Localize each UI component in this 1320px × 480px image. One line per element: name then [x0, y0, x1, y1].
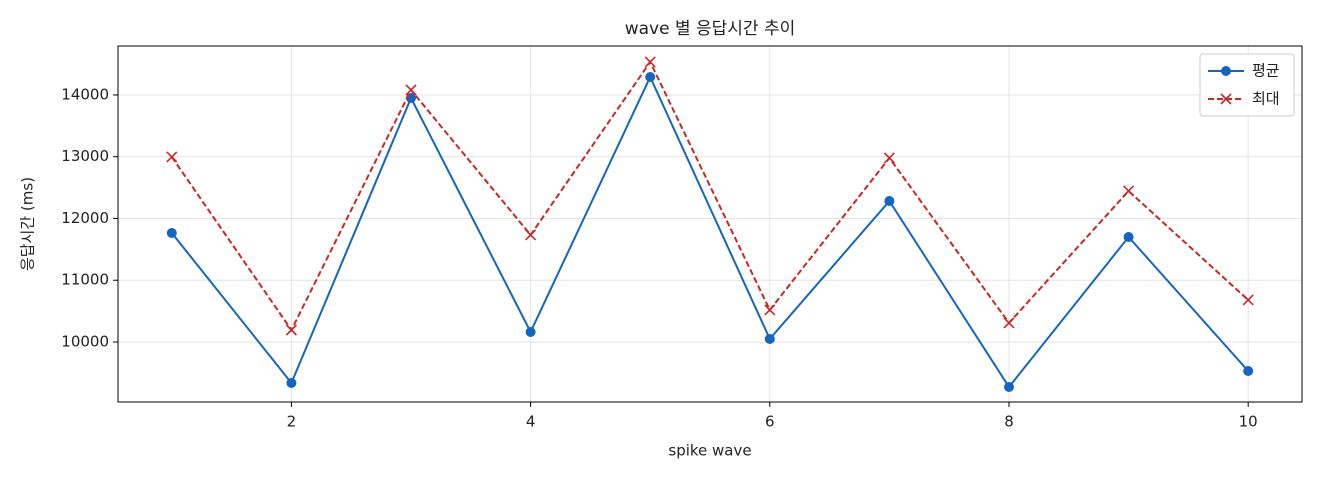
- data-point: [884, 195, 895, 206]
- legend-marker: [1220, 93, 1232, 105]
- series-line: [171, 74, 1249, 389]
- data-point: [1123, 185, 1135, 197]
- data-point: [1123, 231, 1134, 242]
- legend-box: [1199, 53, 1295, 117]
- x-tick-label: 6: [765, 413, 775, 431]
- data-point: [525, 326, 536, 337]
- data-point: [645, 71, 656, 82]
- marker-x: [525, 229, 537, 241]
- marker-x: [883, 152, 895, 164]
- x-tick-label: 10: [1239, 413, 1258, 431]
- marker-x: [764, 304, 776, 316]
- y-tick-label: 10000: [61, 332, 109, 350]
- x-tick-label: 8: [1004, 413, 1014, 431]
- marker-x: [644, 56, 656, 68]
- data-point: [1003, 381, 1014, 392]
- data-point: [764, 333, 775, 344]
- data-point: [525, 229, 537, 241]
- data-point: [644, 56, 656, 68]
- marker-x: [1003, 317, 1015, 329]
- y-tick-label: 11000: [61, 271, 109, 289]
- y-tick-label: 13000: [61, 147, 109, 165]
- y-tick-label: 14000: [61, 85, 109, 103]
- chart-title: wave 별 응답시간 추이: [625, 19, 796, 39]
- data-point: [1242, 294, 1254, 306]
- data-point: [286, 377, 297, 388]
- marker-x: [405, 84, 417, 96]
- legend-marker: [1221, 66, 1231, 76]
- legend-label: 최대: [1252, 90, 1280, 108]
- marker-x: [1220, 93, 1232, 105]
- data-point: [1003, 317, 1015, 329]
- marker-x: [166, 151, 178, 163]
- data-point: [1243, 366, 1254, 377]
- legend-label: 평균: [1252, 62, 1280, 80]
- data-point: [166, 227, 177, 238]
- y-tick-label: 12000: [61, 209, 109, 227]
- marker-x: [1242, 294, 1254, 306]
- data-point: [405, 84, 417, 96]
- data-point: [166, 151, 178, 163]
- x-axis-label: spike wave: [668, 442, 751, 460]
- plot-frame: [117, 45, 1303, 403]
- data-point: [764, 304, 776, 316]
- marker-x: [1123, 185, 1135, 197]
- x-tick-label: 2: [287, 413, 297, 431]
- x-tick-label: 4: [526, 413, 536, 431]
- data-point: [883, 152, 895, 164]
- data-point: [285, 324, 297, 336]
- y-axis-label: 응답시간 (ms): [19, 177, 37, 271]
- series-line: [170, 60, 1249, 332]
- marker-x: [285, 324, 297, 336]
